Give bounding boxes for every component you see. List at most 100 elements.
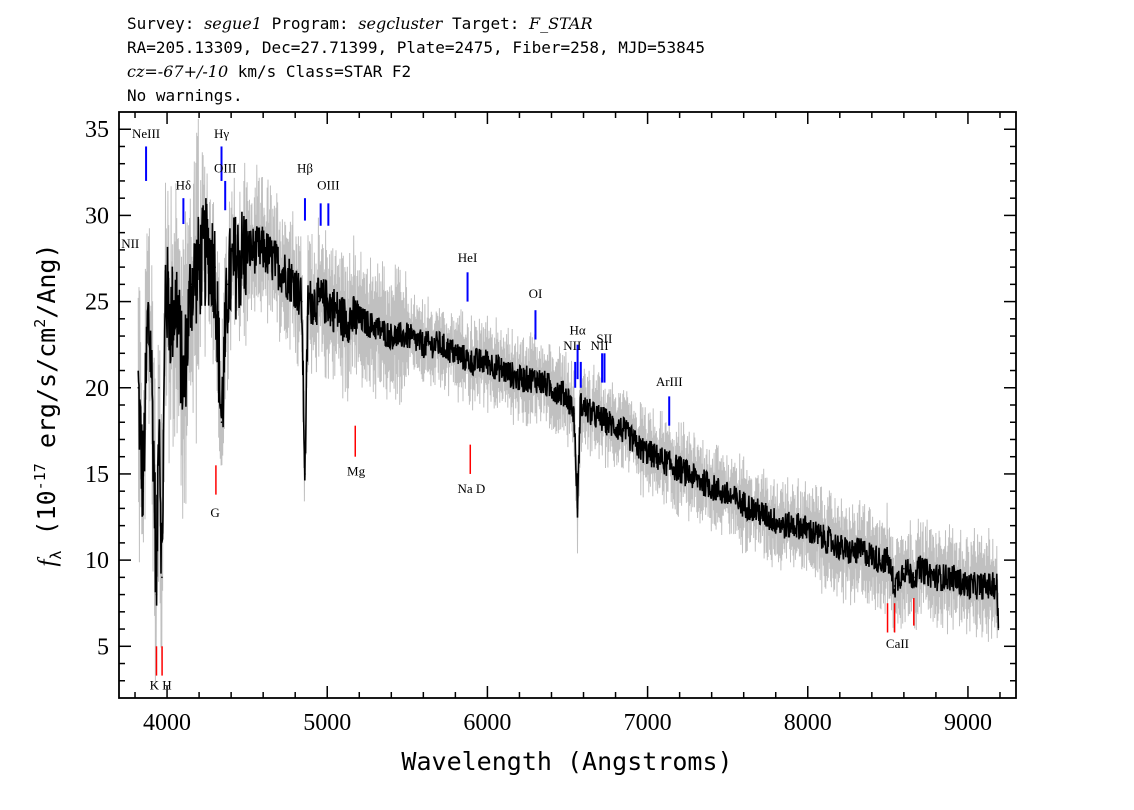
- flux-point: [734, 498, 737, 501]
- flux-point: [573, 412, 575, 415]
- flux-point: [879, 559, 881, 561]
- flux-point: [576, 507, 579, 510]
- flux-point: [262, 249, 264, 251]
- flux-point: [983, 585, 985, 587]
- line-label: ArIII: [656, 374, 683, 389]
- flux-point: [750, 507, 753, 510]
- flux-point: [390, 335, 393, 337]
- flux-point: [579, 404, 582, 406]
- flux-point: [670, 464, 673, 467]
- class-text: km/s Class=STAR F2: [228, 62, 412, 81]
- flux-point: [686, 473, 689, 475]
- line-label: CaII: [886, 636, 909, 651]
- flux-point: [997, 628, 1000, 630]
- line-label: Hα: [569, 322, 585, 337]
- line-label: NII: [121, 236, 139, 251]
- line-label: SII: [596, 331, 612, 346]
- flux-point: [550, 386, 553, 389]
- flux-point: [638, 447, 641, 449]
- flux-point: [358, 318, 361, 320]
- flux-point: [158, 386, 160, 389]
- flux-point: [147, 318, 149, 320]
- flux-point: [198, 266, 200, 268]
- flux-point: [454, 352, 457, 355]
- flux-point: [502, 369, 505, 372]
- header-line-1: Survey: segue1 Program: segcluster Targe…: [127, 14, 593, 34]
- cz-label: cz=: [127, 62, 158, 81]
- flux-point: [155, 593, 158, 596]
- flux-point: [342, 318, 345, 320]
- flux-point: [935, 576, 937, 579]
- x-tick-label: 4000: [143, 710, 191, 736]
- line-label: OIII: [317, 178, 339, 193]
- flux-point: [374, 326, 377, 329]
- flux-point: [622, 430, 625, 432]
- flux-point: [294, 283, 296, 286]
- line-label: Na D: [457, 481, 485, 496]
- flux-point: [919, 567, 921, 570]
- flux-point: [137, 386, 140, 389]
- flux-point: [470, 361, 473, 363]
- y-tick-label: 15: [85, 462, 109, 488]
- target-value: F_STAR: [529, 14, 593, 33]
- flux-point: [278, 266, 280, 268]
- flux-point: [718, 490, 721, 492]
- y-tick-label: 20: [85, 376, 109, 402]
- flux-point: [169, 318, 172, 320]
- line-label: NeIII: [132, 126, 160, 141]
- x-tick-label: 8000: [784, 710, 832, 736]
- flux-point: [951, 576, 953, 579]
- flux-point: [422, 343, 425, 346]
- flux-point: [164, 283, 167, 286]
- flux-point: [782, 524, 785, 527]
- header-line-3: cz=-67+/-10 km/s Class=STAR F2: [127, 62, 411, 82]
- flux-point: [406, 335, 409, 337]
- flux-point: [654, 455, 657, 458]
- line-label: OI: [529, 286, 543, 301]
- target-label: Target:: [442, 14, 530, 33]
- flux-point: [606, 421, 609, 424]
- y-tick-label: 10: [85, 548, 109, 574]
- flux-trace: [137, 198, 1000, 629]
- flux-point: [318, 300, 321, 303]
- line-label: Mg: [347, 464, 366, 479]
- y-tick-label: 25: [85, 290, 109, 316]
- flux-point: [991, 585, 993, 587]
- program-value: segcluster: [358, 14, 443, 33]
- flux-point: [142, 490, 144, 492]
- line-label: HeI: [458, 250, 478, 265]
- header-line-4: No warnings.: [127, 86, 243, 105]
- header-line-2: RA=205.13309, Dec=27.71399, Plate=2475, …: [127, 38, 705, 57]
- flux-point: [814, 533, 817, 536]
- flux-point: [206, 249, 208, 251]
- y-axis-title: fλ (10-17 erg/s/cm2/Ang): [31, 243, 65, 566]
- line-label: OIII: [214, 160, 236, 175]
- flux-point: [863, 550, 865, 553]
- axes: 4000 5000 6000 7000 8000 9000 5 10 15 20 25 30 35: [85, 111, 1017, 736]
- flux-point: [227, 283, 229, 286]
- error-trace: [137, 118, 999, 689]
- flux-point: [182, 386, 185, 389]
- flux-point: [307, 300, 309, 303]
- line-label: Hβ: [297, 160, 313, 175]
- flux-point: [150, 352, 152, 355]
- flux-point: [161, 576, 163, 579]
- flux-point: [830, 542, 833, 544]
- y-tick-label: 30: [85, 203, 109, 229]
- x-axis-title: Wavelength (Angstroms): [401, 747, 732, 776]
- flux-point: [220, 421, 223, 424]
- x-tick-label: 5000: [303, 710, 351, 736]
- flux-point: [766, 516, 769, 518]
- line-label: K H: [150, 677, 172, 692]
- flux-point: [702, 481, 705, 484]
- flux-point: [590, 412, 593, 415]
- flux-point: [913, 576, 915, 579]
- flux-point: [486, 361, 489, 363]
- y-tick-label: 5: [97, 634, 109, 660]
- x-tick-label: 6000: [463, 710, 511, 736]
- line-label: G: [210, 505, 219, 520]
- flux-point: [246, 249, 248, 251]
- line-label: Hγ: [214, 126, 229, 141]
